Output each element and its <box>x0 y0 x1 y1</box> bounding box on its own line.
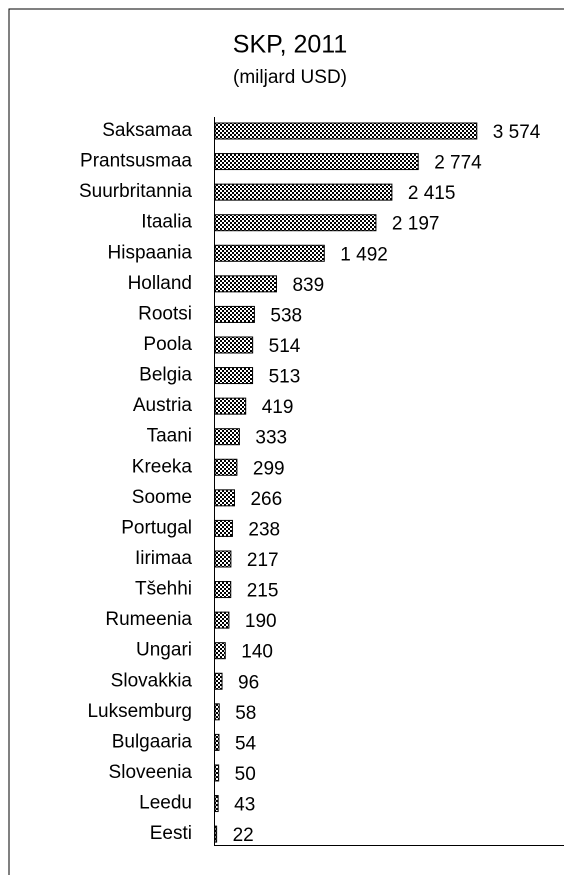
chart-subtitle: (miljard USD) <box>233 67 347 88</box>
data-label: 3 574 <box>493 122 541 143</box>
bar <box>214 153 419 171</box>
y-tick-label: Rumeenia <box>105 609 192 630</box>
data-label: 140 <box>241 642 273 663</box>
bar <box>214 458 238 476</box>
bar <box>214 550 232 568</box>
y-tick-label: Slovakkia <box>111 670 193 691</box>
bar <box>214 489 235 507</box>
y-tick-label: Sloveenia <box>109 762 193 783</box>
data-label: 43 <box>234 795 255 816</box>
y-tick-label: Taani <box>147 426 192 447</box>
chart-frame <box>8 8 564 880</box>
data-label: 513 <box>269 367 301 388</box>
bar <box>214 336 254 354</box>
bar <box>214 367 254 385</box>
data-label: 217 <box>247 550 279 571</box>
data-label: 96 <box>238 672 259 693</box>
data-label: 215 <box>247 581 279 602</box>
data-label: 22 <box>233 825 254 846</box>
y-tick-label: Luksemburg <box>87 701 192 722</box>
data-label: 1 492 <box>340 244 388 265</box>
data-label: 419 <box>262 397 294 418</box>
y-tick-label: Austria <box>133 395 193 416</box>
data-label: 266 <box>250 489 282 510</box>
data-label: 299 <box>253 458 285 479</box>
data-label: 50 <box>235 764 256 785</box>
data-label: 839 <box>292 275 324 296</box>
data-label: 2 197 <box>392 214 440 235</box>
bar <box>214 122 478 140</box>
y-tick-label: Bulgaaria <box>112 731 193 752</box>
data-label: 190 <box>245 611 277 632</box>
y-tick-label: Hispaania <box>108 242 193 263</box>
y-tick-label: Leedu <box>139 793 192 814</box>
y-tick-label: Prantsusmaa <box>80 151 192 172</box>
y-tick-label: Kreeka <box>132 456 193 477</box>
y-tick-label: Tšehhi <box>135 579 192 600</box>
chart-title: SKP, 2011 <box>233 31 347 59</box>
bar <box>214 581 232 599</box>
y-tick-label: Suurbritannia <box>79 181 192 202</box>
y-tick-label: Rootsi <box>138 303 192 324</box>
bar <box>214 764 220 782</box>
bar <box>214 703 220 721</box>
data-label: 238 <box>248 519 280 540</box>
bar <box>214 519 233 537</box>
y-tick-label: Holland <box>128 273 192 294</box>
data-label: 333 <box>255 428 287 449</box>
y-tick-label: Ungari <box>136 640 192 661</box>
bar <box>214 397 247 415</box>
bar <box>214 244 325 262</box>
y-tick-label: Soome <box>132 487 192 508</box>
data-label: 54 <box>235 733 257 754</box>
y-tick-label: Portugal <box>121 517 192 538</box>
bar <box>214 428 240 446</box>
bar <box>214 611 230 629</box>
data-label: 2 415 <box>408 183 456 204</box>
y-tick-label: Belgia <box>139 365 192 386</box>
bar <box>214 214 377 232</box>
bar <box>214 642 226 660</box>
bar <box>214 305 255 323</box>
data-label: 514 <box>269 336 301 357</box>
bar <box>214 183 393 201</box>
data-label: 58 <box>235 703 256 724</box>
y-tick-label: Iirimaa <box>135 548 192 569</box>
data-label: 2 774 <box>434 153 482 174</box>
bar <box>214 795 219 813</box>
y-tick-label: Saksamaa <box>102 120 192 141</box>
bar <box>214 672 223 690</box>
y-tick-label: Eesti <box>150 823 192 844</box>
bar <box>214 825 218 843</box>
y-tick-label: Itaalia <box>141 212 192 233</box>
y-tick-label: Poola <box>143 334 192 355</box>
bar <box>214 733 220 751</box>
data-label: 538 <box>270 305 302 326</box>
bar <box>214 275 277 293</box>
